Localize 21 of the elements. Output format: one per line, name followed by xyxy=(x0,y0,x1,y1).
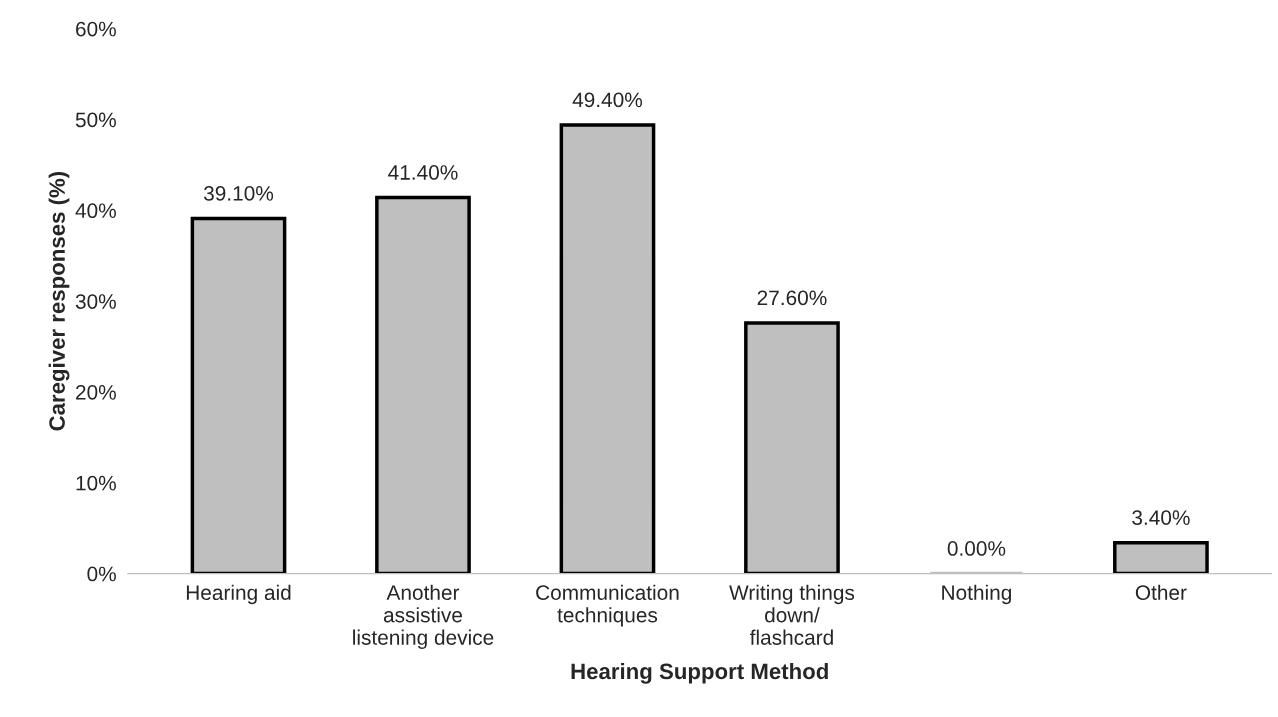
data-label: 39.10% xyxy=(203,186,274,201)
x-axis-title: Hearing Support Method xyxy=(571,662,828,684)
y-tick-label: 40% xyxy=(75,203,116,219)
y-tick-label: 10% xyxy=(76,475,116,491)
y-tick-label: 30% xyxy=(75,294,116,309)
data-label: 27.60% xyxy=(757,290,827,306)
x-tick-label: Nothing xyxy=(942,584,1011,605)
y-tick-label: 50% xyxy=(75,112,116,128)
data-label: 49.40% xyxy=(572,92,643,108)
x-tick-label: Another assistive listening device xyxy=(353,584,494,650)
data-label: 0.00% xyxy=(947,541,1006,556)
y-tick-label: 20% xyxy=(76,384,116,400)
x-tick-label: Writing things down/ flashcard xyxy=(729,584,855,645)
y-tick-label: 60% xyxy=(76,21,116,37)
y-axis-title: Caregiver responses (%) xyxy=(48,171,70,431)
data-label: 41.40% xyxy=(388,165,458,180)
data-label: 3.40% xyxy=(1132,510,1190,525)
x-tick-label: Hearing aid xyxy=(186,584,291,605)
y-tick-label: 0% xyxy=(87,566,116,582)
x-tick-label: Other xyxy=(1135,584,1187,601)
x-tick-label: Communication techniques xyxy=(536,584,679,627)
